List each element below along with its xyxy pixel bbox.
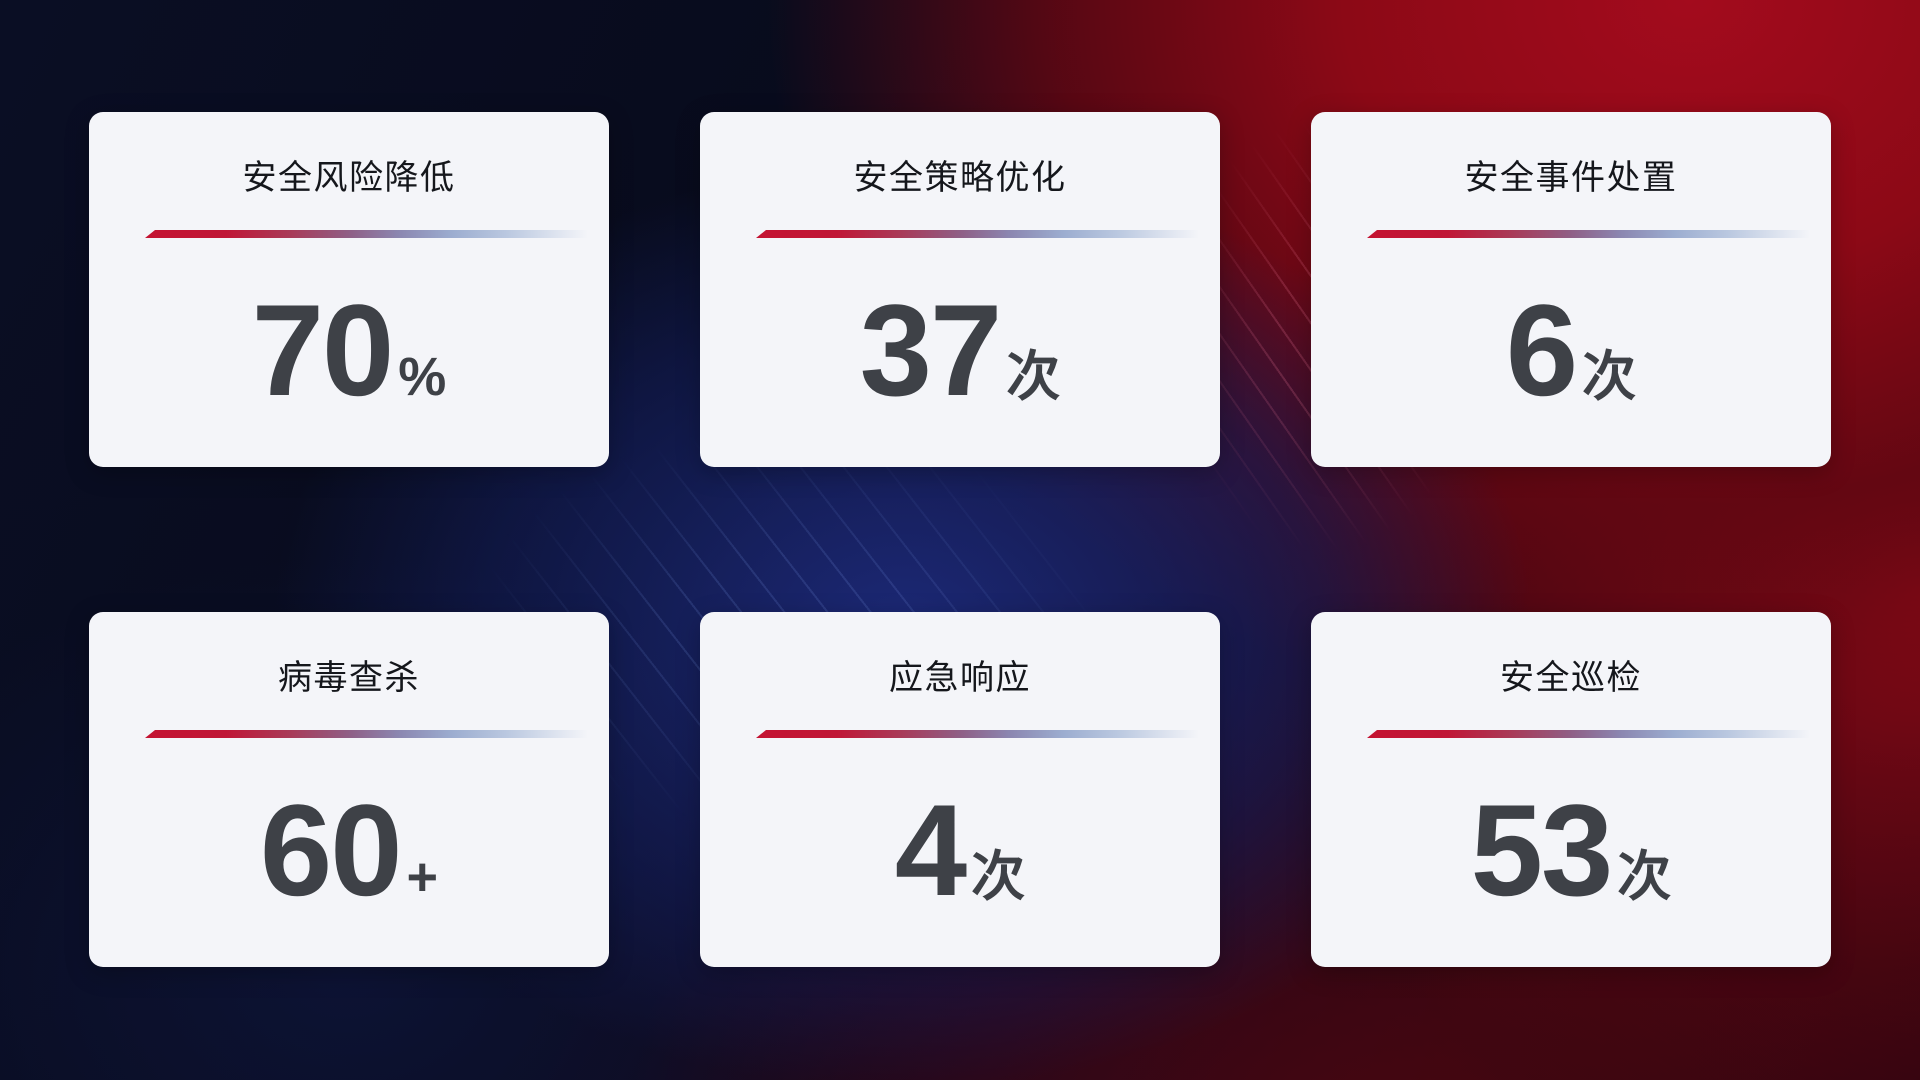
kpi-card-value-row: 70 % <box>89 238 609 467</box>
kpi-card-value-row: 60 + <box>89 738 609 967</box>
kpi-value-suffix: 次 <box>1006 346 1061 407</box>
kpi-card-title: 病毒查杀 <box>278 659 420 697</box>
kpi-card-divider <box>145 230 597 238</box>
kpi-card: 安全风险降低 70 % <box>89 112 609 467</box>
kpi-card-value: 6 次 <box>1506 285 1636 415</box>
kpi-card-divider <box>1367 730 1819 738</box>
kpi-card-value: 53 次 <box>1471 785 1672 915</box>
kpi-card-value-row: 53 次 <box>1311 738 1831 967</box>
kpi-card-title: 安全巡检 <box>1500 659 1642 697</box>
kpi-card-divider <box>756 730 1208 738</box>
kpi-card: 病毒查杀 60 + <box>89 612 609 967</box>
kpi-value-suffix: 次 <box>1617 846 1672 907</box>
kpi-value-suffix: + <box>406 846 439 907</box>
kpi-card: 安全事件处置 6 次 <box>1311 112 1831 467</box>
kpi-card-value: 60 + <box>260 785 438 915</box>
kpi-card-divider <box>756 230 1208 238</box>
kpi-value-suffix: % <box>398 346 447 407</box>
kpi-card-title: 安全策略优化 <box>853 159 1067 197</box>
kpi-card-value-row: 4 次 <box>700 738 1220 967</box>
kpi-card: 安全策略优化 37 次 <box>700 112 1220 467</box>
kpi-card-title: 安全事件处置 <box>1464 159 1678 197</box>
kpi-card-value: 4 次 <box>895 785 1025 915</box>
kpi-value-suffix: 次 <box>971 846 1026 907</box>
kpi-card-title: 应急响应 <box>889 659 1031 697</box>
kpi-card-value-row: 37 次 <box>700 238 1220 467</box>
kpi-card-title: 安全风险降低 <box>242 159 456 197</box>
kpi-value-number: 6 <box>1505 276 1578 423</box>
kpi-card-divider <box>145 730 597 738</box>
kpi-value-number: 37 <box>859 276 1003 423</box>
kpi-value-number: 53 <box>1470 776 1614 923</box>
kpi-card-value: 70 % <box>252 285 447 415</box>
kpi-value-suffix: 次 <box>1582 346 1637 407</box>
kpi-value-number: 60 <box>259 776 403 923</box>
kpi-card-value: 37 次 <box>860 285 1061 415</box>
kpi-value-number: 70 <box>251 276 395 423</box>
kpi-card-divider <box>1367 230 1819 238</box>
kpi-card: 安全巡检 53 次 <box>1311 612 1831 967</box>
kpi-card-value-row: 6 次 <box>1311 238 1831 467</box>
kpi-card: 应急响应 4 次 <box>700 612 1220 967</box>
kpi-value-number: 4 <box>894 776 967 923</box>
